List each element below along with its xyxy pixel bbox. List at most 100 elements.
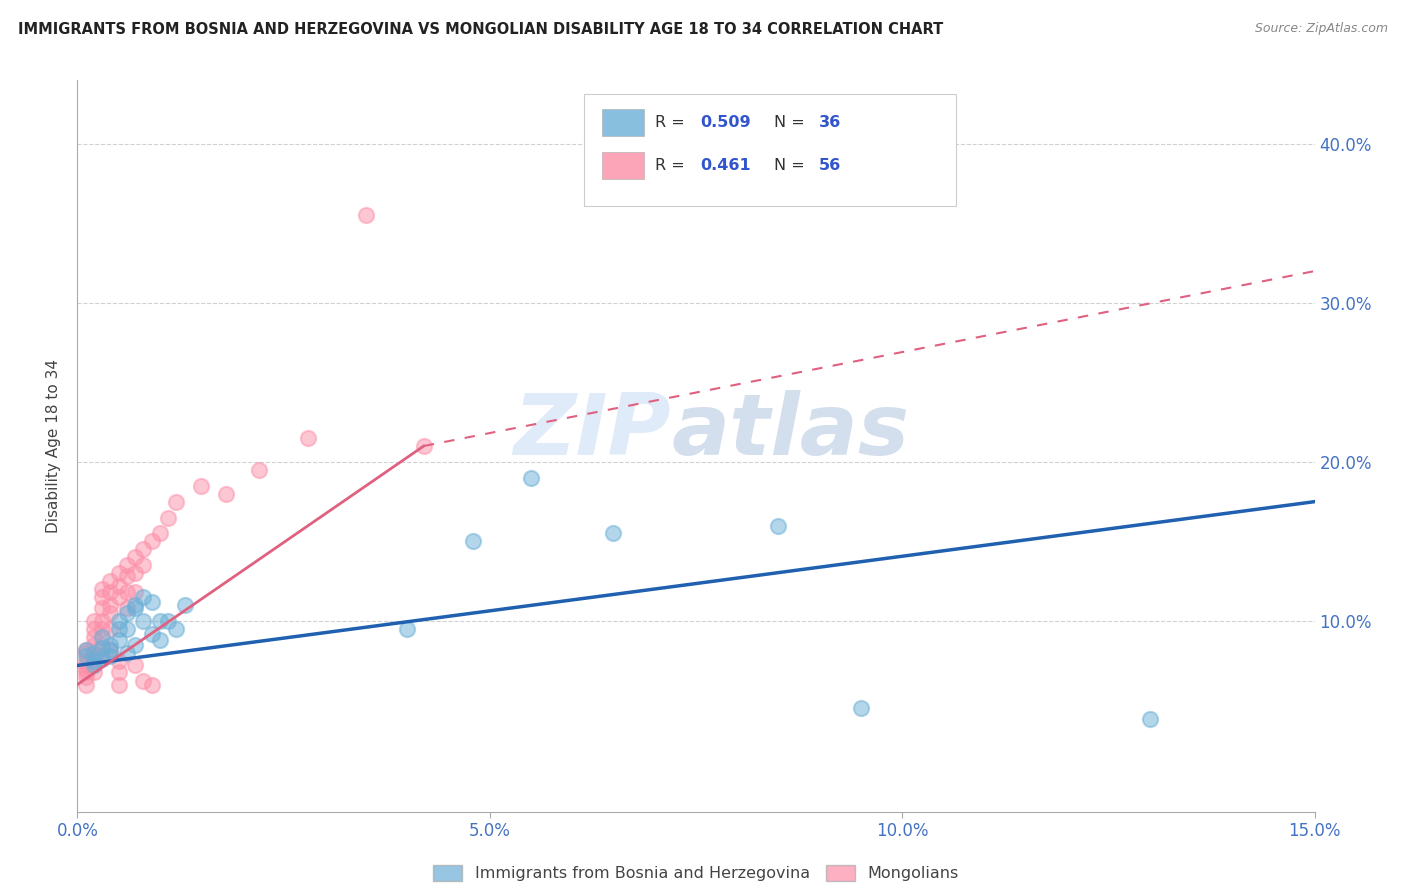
Point (141, 534, 163, 549)
Text: atlas: atlas (671, 390, 910, 473)
Point (83, 665, 105, 679)
Point (149, 632, 172, 647)
Point (124, 566, 146, 581)
Point (107, 622, 129, 636)
Point (75, 654, 97, 668)
Point (124, 550, 146, 565)
Point (107, 566, 129, 581)
Point (83, 622, 105, 636)
Point (141, 626, 163, 640)
Point (115, 601, 138, 615)
Point (768, 518, 790, 533)
Point (115, 606, 138, 620)
Point (83, 654, 105, 668)
Point (115, 646, 138, 660)
Point (107, 677, 129, 691)
Point (124, 585, 146, 599)
Y-axis label: Disability Age 18 to 34: Disability Age 18 to 34 (46, 359, 62, 533)
Text: IMMIGRANTS FROM BOSNIA AND HERZEGOVINA VS MONGOLIAN DISABILITY AGE 18 TO 34 CORR: IMMIGRANTS FROM BOSNIA AND HERZEGOVINA V… (18, 22, 943, 37)
Point (115, 569, 138, 583)
Point (115, 585, 138, 599)
Point (91, 614, 114, 628)
Point (75, 665, 97, 679)
Point (75, 677, 97, 691)
Point (91, 601, 114, 615)
Point (91, 652, 114, 666)
Point (107, 579, 129, 593)
Point (602, 526, 624, 541)
Point (98, 598, 121, 612)
Text: 36: 36 (818, 115, 841, 130)
Point (83, 646, 105, 660)
Point (107, 614, 129, 628)
Point (91, 590, 114, 604)
Point (98, 642, 121, 657)
Point (91, 640, 114, 655)
Text: R =: R = (655, 158, 696, 173)
Point (83, 654, 105, 668)
Point (91, 630, 114, 644)
Point (75, 642, 97, 657)
Point (157, 510, 180, 524)
Point (75, 669, 97, 683)
Point (124, 658, 146, 673)
Point (412, 439, 434, 453)
Point (91, 648, 114, 663)
Text: 56: 56 (818, 158, 841, 173)
Text: N =: N = (773, 115, 810, 130)
Point (98, 642, 121, 657)
Text: 0.461: 0.461 (700, 158, 751, 173)
Point (132, 542, 155, 557)
Point (849, 701, 872, 715)
Text: ZIP: ZIP (513, 390, 671, 473)
Point (98, 574, 121, 589)
Point (75, 662, 97, 676)
Point (98, 585, 121, 599)
Point (98, 622, 121, 636)
Point (107, 665, 129, 679)
Point (107, 654, 129, 668)
Point (75, 658, 97, 673)
Point (132, 674, 155, 689)
Point (83, 658, 105, 673)
Point (354, 209, 377, 223)
Point (157, 614, 180, 628)
Point (396, 622, 419, 636)
Point (149, 526, 172, 541)
Point (83, 614, 105, 628)
Point (98, 606, 121, 620)
Legend: Immigrants from Bosnia and Herzegovina, Mongolians: Immigrants from Bosnia and Herzegovina, … (427, 858, 965, 888)
Point (91, 622, 114, 636)
Point (91, 582, 114, 596)
Point (83, 648, 105, 663)
Point (98, 648, 121, 663)
Point (132, 590, 155, 604)
Point (107, 590, 129, 604)
Point (520, 471, 543, 485)
Point (165, 622, 187, 636)
Point (124, 601, 146, 615)
Point (107, 632, 129, 647)
Point (132, 614, 155, 628)
Point (91, 638, 114, 652)
Point (83, 630, 105, 644)
Point (149, 614, 172, 628)
Point (124, 638, 146, 652)
Point (124, 598, 146, 612)
Point (141, 595, 163, 609)
Point (83, 638, 105, 652)
Text: Source: ZipAtlas.com: Source: ZipAtlas.com (1254, 22, 1388, 36)
Point (1139, 713, 1161, 727)
Point (463, 534, 485, 549)
Point (190, 479, 212, 493)
Point (173, 598, 195, 612)
Point (115, 622, 138, 636)
Point (75, 646, 97, 660)
Point (141, 677, 163, 691)
Text: 0.509: 0.509 (700, 115, 751, 130)
Point (215, 486, 238, 500)
Point (98, 638, 121, 652)
Text: N =: N = (773, 158, 810, 173)
Point (297, 431, 319, 445)
Point (165, 494, 187, 508)
